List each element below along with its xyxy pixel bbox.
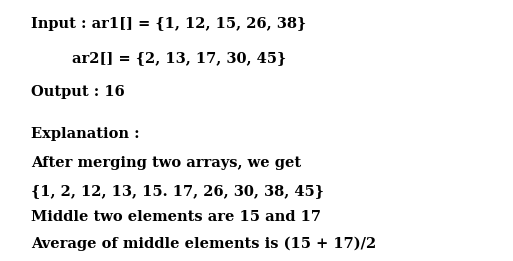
Text: ar2[] = {2, 13, 17, 30, 45}: ar2[] = {2, 13, 17, 30, 45} xyxy=(31,51,286,65)
Text: Middle two elements are 15 and 17: Middle two elements are 15 and 17 xyxy=(31,210,321,224)
Text: {1, 2, 12, 13, 15. 17, 26, 30, 38, 45}: {1, 2, 12, 13, 15. 17, 26, 30, 38, 45} xyxy=(31,184,324,198)
Text: Average of middle elements is (15 + 17)/2: Average of middle elements is (15 + 17)/… xyxy=(31,236,376,251)
Text: Explanation :: Explanation : xyxy=(31,127,140,141)
Text: After merging two arrays, we get: After merging two arrays, we get xyxy=(31,156,301,170)
Text: Output : 16: Output : 16 xyxy=(31,85,125,99)
Text: Input : ar1[] = {1, 12, 15, 26, 38}: Input : ar1[] = {1, 12, 15, 26, 38} xyxy=(31,17,306,31)
